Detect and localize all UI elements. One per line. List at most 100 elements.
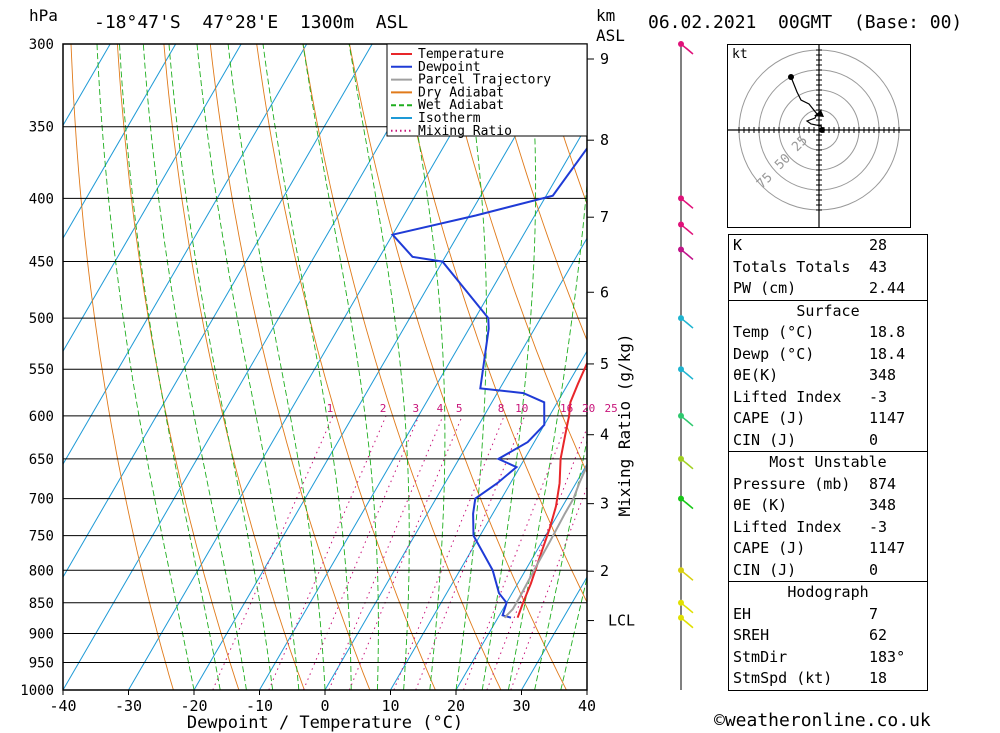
legend-box	[386, 43, 588, 137]
stats-label: EH	[733, 604, 752, 623]
km-tick-label: 9	[600, 50, 609, 68]
stats-value: 348	[869, 366, 897, 384]
wind-barb	[680, 317, 694, 329]
datetime-title: 06.02.2021 00GMT (Base: 00)	[648, 12, 963, 33]
x-tick-label: -40	[49, 697, 76, 715]
stats-value: 348	[869, 496, 897, 514]
km-tick-label: 6	[600, 283, 609, 301]
km-tick-label: 3	[600, 495, 609, 513]
stats-row: CIN (J) 0	[729, 560, 927, 582]
wet-adiabat-line	[227, 44, 326, 690]
mixing-ratio-label: 3	[413, 402, 420, 415]
isotherm-line	[63, 44, 242, 353]
hodograph-top-marker	[788, 74, 794, 80]
mixing-ratio-line	[212, 415, 334, 690]
pressure-tick-label: 700	[29, 492, 54, 508]
stats-value: 28	[869, 236, 888, 254]
stats-label: CAPE (J)	[733, 409, 806, 427]
mixing-ratio-label: 10	[515, 402, 528, 415]
stats-row: CAPE (J) 1147	[729, 408, 927, 430]
stats-row: CIN (J) 0	[729, 430, 927, 452]
stats-section-title: Most Unstable	[729, 451, 927, 474]
pressure-tick-label: 950	[29, 655, 54, 671]
stats-value: 62	[869, 626, 888, 644]
hodograph-unit: kt	[732, 47, 748, 62]
x-tick-label: 30	[512, 697, 530, 715]
wet-adiabat-line	[262, 44, 352, 690]
stats-value: 18.4	[869, 344, 906, 363]
stats-value: -3	[869, 387, 888, 406]
wind-barb	[680, 617, 694, 629]
stats-table: K 28 Totals Totals 43 PW (cm) 2.44 Surface Temp…	[728, 234, 928, 691]
x-tick-label: -30	[115, 697, 142, 715]
pressure-tick-label: 650	[29, 452, 54, 468]
wet-adiabat-line	[119, 44, 221, 690]
stats-section-title: Surface	[729, 299, 927, 323]
asl-unit-label: ASL	[596, 26, 625, 45]
wet-adiabat-line	[481, 44, 537, 690]
temperature-line	[516, 360, 587, 619]
wet-adiabat-line	[196, 44, 300, 690]
wind-barb	[680, 602, 694, 614]
km-tick-label: LCL	[608, 612, 635, 630]
dry-adiabat-line	[302, 44, 502, 690]
hodograph-surface-marker	[819, 127, 825, 133]
stats-row: PW (cm) 2.44	[729, 278, 927, 300]
dry-adiabat-line	[488, 44, 587, 342]
mixing-ratio-label: 8	[498, 402, 505, 415]
stats-row: θE (K) 348	[729, 495, 927, 517]
stats-label: CIN (J)	[733, 430, 797, 449]
legend-label: Parcel Trajectory	[418, 73, 551, 88]
stats-label: Pressure (mb)	[733, 474, 851, 493]
dry-adiabat-line	[441, 44, 587, 474]
isotherm-line	[63, 44, 177, 240]
stats-label: Lifted Index	[733, 387, 842, 406]
mixing-ratio-label: 16	[560, 402, 573, 415]
wet-adiabat-line	[348, 44, 410, 690]
isotherm-line	[128, 44, 504, 690]
isotherm-line	[63, 44, 308, 466]
stats-value: 18.8	[869, 323, 906, 341]
wind-barb	[680, 569, 694, 581]
pressure-tick-label: 800	[29, 563, 54, 579]
stats-value: 2.44	[869, 279, 906, 297]
dry-adiabat-line	[256, 44, 436, 690]
dry-adiabat-line	[953, 44, 1000, 690]
isotherm-line	[521, 576, 587, 690]
km-unit-label: km	[596, 6, 616, 25]
mixing-ratio-label: 4	[437, 402, 444, 415]
stats-label: Temp (°C)	[733, 323, 815, 341]
stats-value: -3	[869, 517, 888, 536]
wet-adiabat-line	[402, 44, 446, 690]
stats-row: EH 7	[729, 604, 927, 626]
km-tick-label: 7	[600, 208, 609, 226]
x-tick-label: -10	[246, 697, 273, 715]
dry-adiabat-line	[70, 44, 174, 690]
x-tick-label: 10	[381, 697, 399, 715]
x-tick-label: -20	[180, 697, 207, 715]
pressure-tick-label: 600	[29, 409, 54, 425]
isotherm-line	[63, 44, 111, 127]
mixing-ratio-line	[510, 485, 587, 690]
stats-row: SREH 62	[729, 625, 927, 647]
stats-row: Lifted Index -3	[729, 517, 927, 539]
x-axis-title: Dewpoint / Temperature (°C)	[187, 713, 463, 733]
wet-adiabat-line	[455, 44, 487, 690]
legend-label: Dewpoint	[418, 60, 481, 75]
isotherm-line	[259, 124, 587, 690]
wet-adiabat-line	[534, 438, 587, 690]
legend-label: Dry Adiabat	[418, 85, 504, 100]
mixing-ratio-axis-title: Mixing Ratio (g/kg)	[615, 333, 634, 516]
wet-adiabat-line	[586, 688, 587, 690]
stats-label: θE (K)	[733, 496, 788, 514]
stats-value: 1147	[869, 409, 906, 427]
stats-row: Totals Totals 43	[729, 257, 927, 279]
x-tick-label: 0	[320, 697, 329, 715]
isotherm-line	[390, 350, 587, 690]
plot-frame	[62, 43, 588, 691]
legend-label: Mixing Ratio	[418, 124, 512, 139]
wind-barb	[680, 498, 694, 510]
mixing-ratio-line	[486, 426, 587, 690]
